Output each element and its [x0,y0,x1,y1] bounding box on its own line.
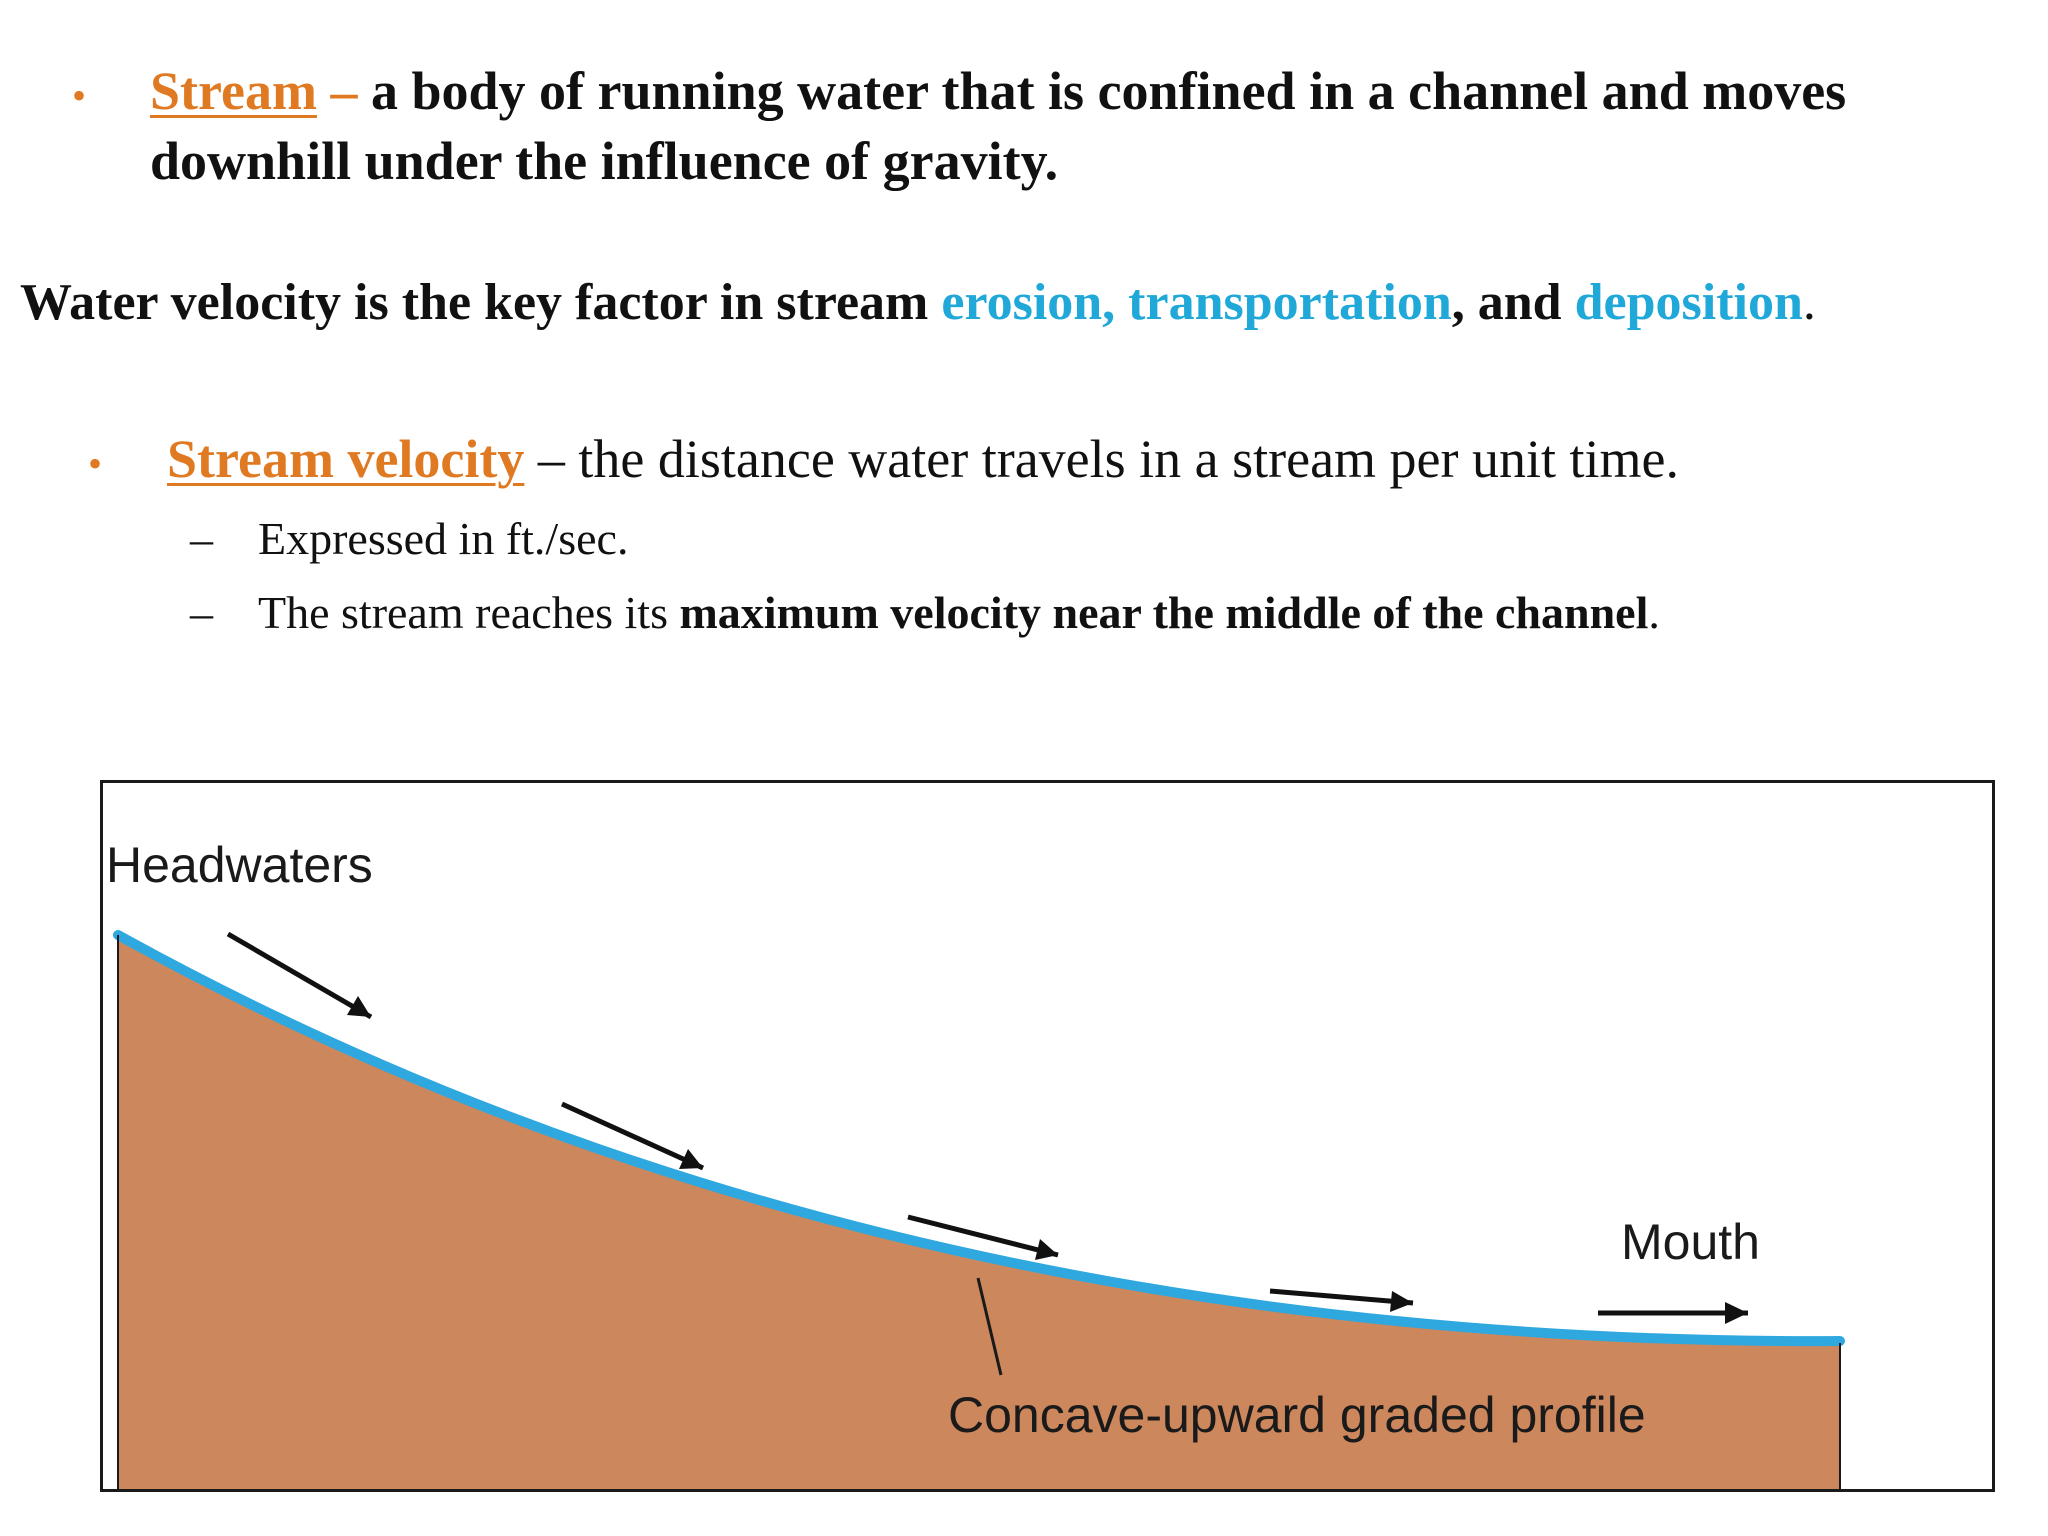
land-profile [118,935,1840,1489]
key-statement: Water velocity is the key factor in stre… [20,273,1816,332]
key-statement-part-2: , and [1451,274,1575,331]
arrowhead-icon [679,1149,703,1169]
profile-graphic [113,930,1845,1489]
headwaters-label: Headwaters [106,837,373,893]
velocity-sub-2-start: The stream reaches its [258,587,680,638]
velocity-sub-1: Expressed in ft./sec. [258,513,629,564]
velocity-sub-2: The stream reaches its maximum velocity … [258,586,1660,639]
sub-dash-icon: – [190,513,213,564]
key-statement-part-1: Water velocity is the key factor in stre… [20,274,942,331]
profile-leader-line [976,1277,1003,1376]
profile-label: Concave-upward graded profile [948,1387,1646,1443]
velocity-sub-2-end: . [1648,587,1660,638]
sub-dash-icon: – [190,587,213,638]
stream-velocity-term: Stream velocity [167,429,525,489]
flow-arrow-icon [226,931,373,1020]
definition-text-1: a body of running water that is confined… [370,61,1847,121]
stream-term: Stream [150,61,317,121]
definition-dash: – [316,61,371,121]
deposition-term: deposition [1574,274,1803,331]
mouth-label: Mouth [1621,1214,1760,1270]
definition-line-1: Stream – a body of running water that is… [150,60,1846,122]
arrowhead-icon [1035,1239,1058,1260]
arrowhead-icon [1390,1291,1413,1312]
flow-arrow-icon [560,1101,705,1171]
velocity-line: Stream velocity – the distance water tra… [167,428,1679,490]
bullet-icon: • [88,441,103,486]
velocity-sub-2-bold: maximum velocity near the middle of the … [679,587,1649,638]
bullet-icon: • [72,73,87,118]
key-statement-end: . [1802,274,1816,331]
flow-arrow-icon [907,1214,1059,1258]
arrowhead-icon [347,996,371,1017]
erosion-transportation-term: erosion, transportation [941,274,1452,331]
definition-line-2: downhill under the influence of gravity. [150,131,1059,191]
water-surface [113,930,1845,1347]
flow-arrow-icon [1269,1288,1414,1306]
arrowhead-icon [1725,1302,1748,1324]
velocity-definition: – the distance water travels in a stream… [524,429,1679,489]
stream-profile-diagram: Headwaters Mouth Concave-upward graded p… [100,780,1995,1492]
